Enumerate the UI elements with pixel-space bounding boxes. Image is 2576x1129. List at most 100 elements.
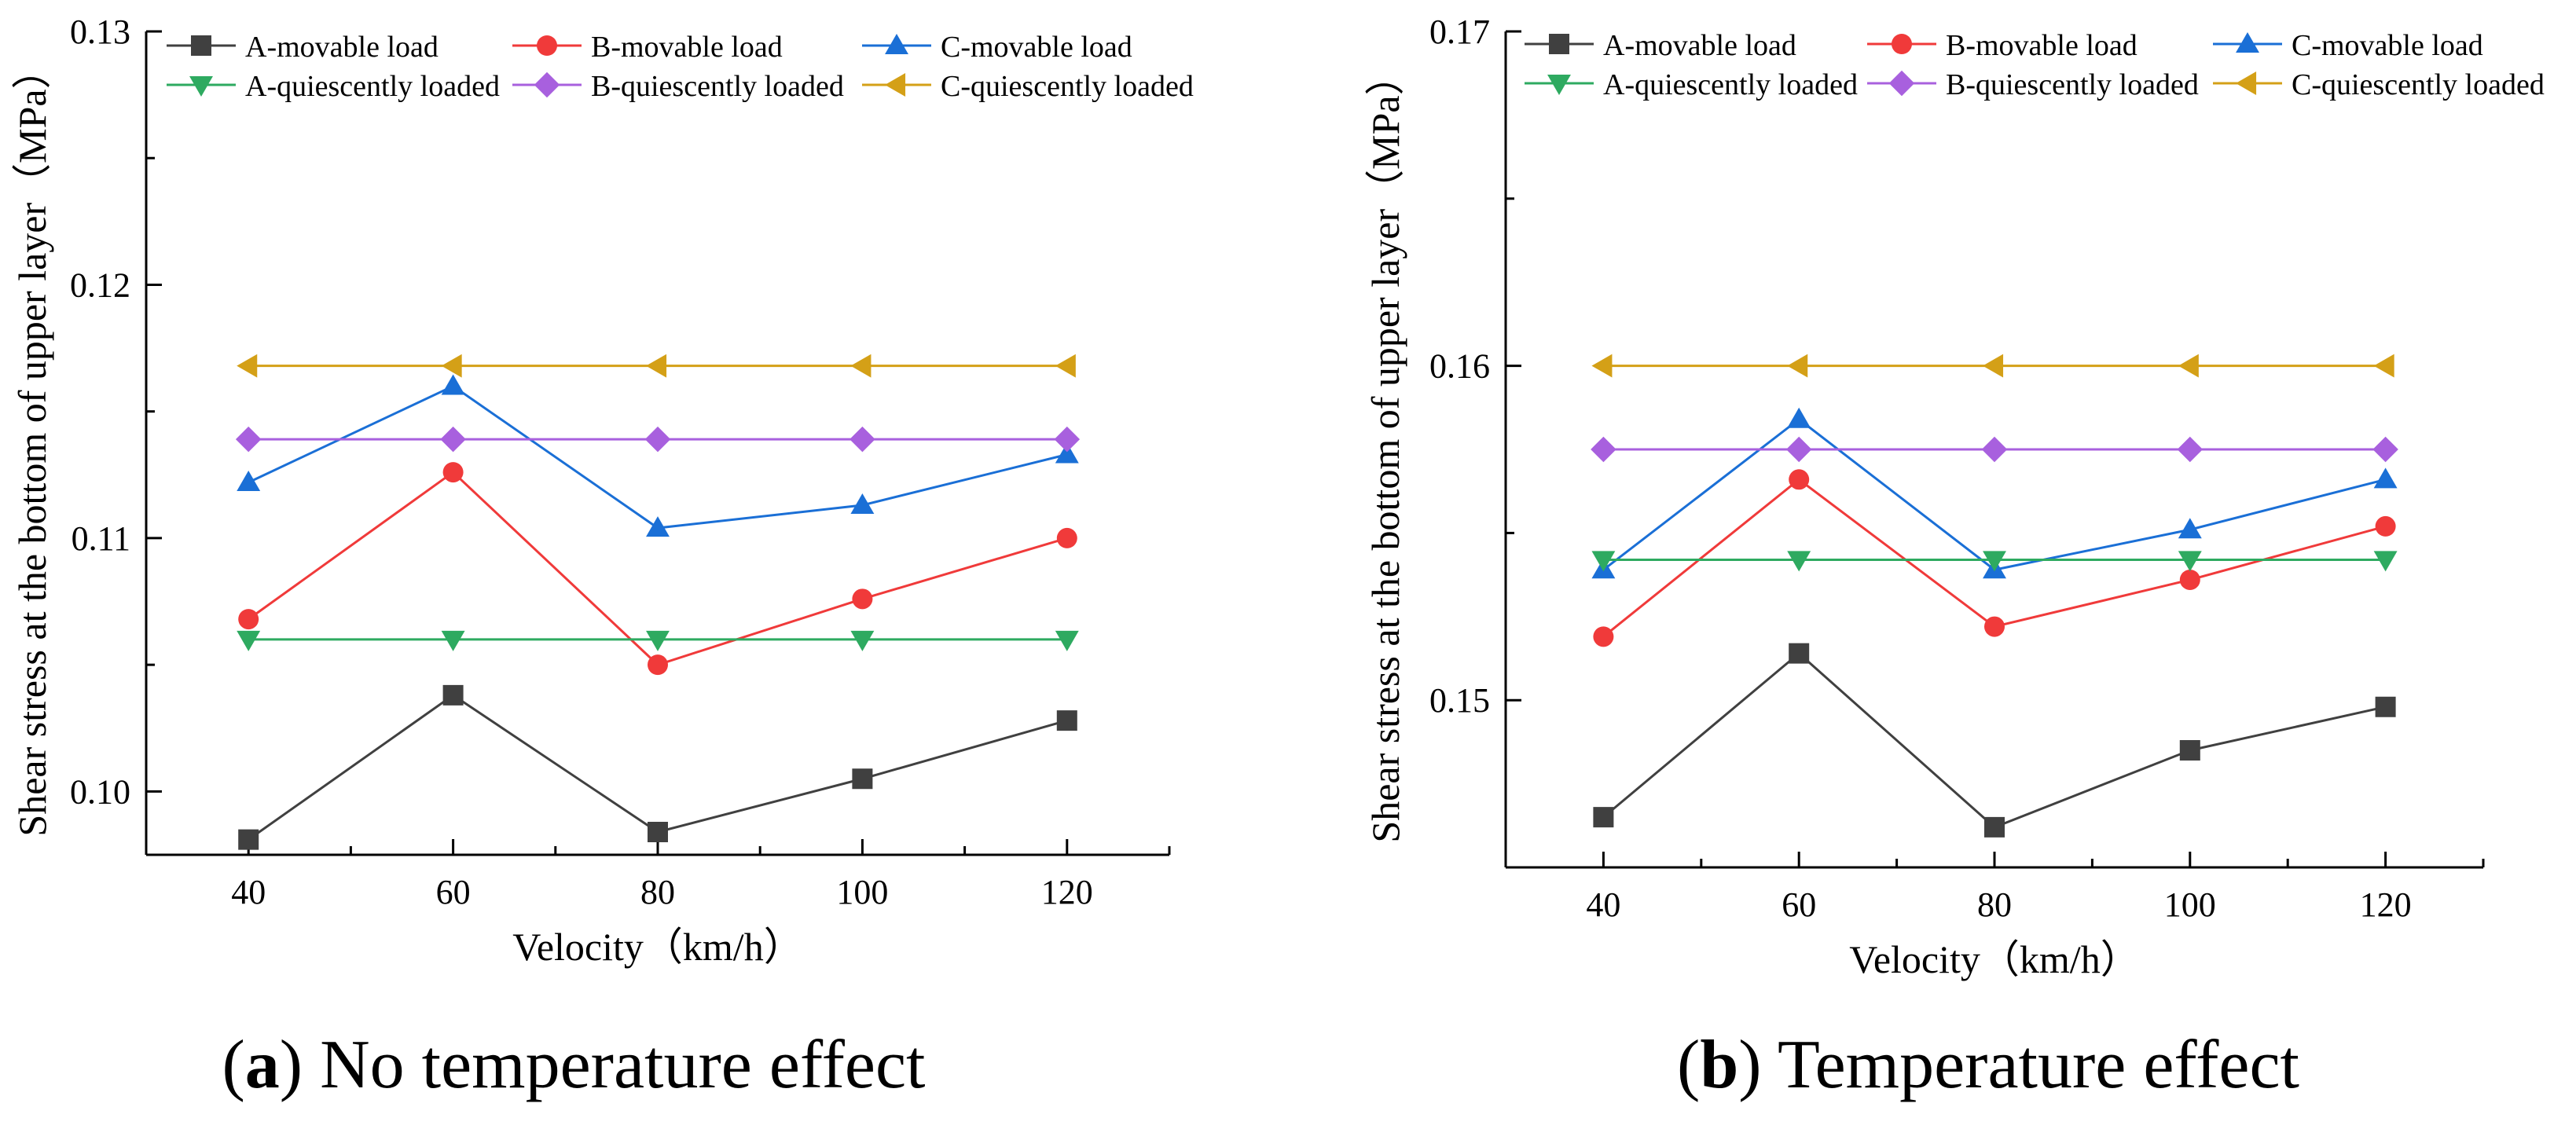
legend-entry: B-movable load bbox=[512, 31, 783, 64]
series-b-quiescently-loaded bbox=[235, 426, 1081, 453]
legend-marker bbox=[2236, 71, 2257, 95]
legend-entry: B-movable load bbox=[1867, 29, 2137, 62]
x-tick-label: 60 bbox=[1782, 885, 1816, 924]
data-point bbox=[850, 630, 875, 651]
data-point bbox=[1789, 643, 1810, 664]
legend-marker bbox=[534, 71, 560, 98]
legend-label: A-movable load bbox=[1603, 29, 1796, 62]
x-tick-label: 60 bbox=[436, 873, 471, 911]
legend-entry: C-movable load bbox=[2213, 29, 2483, 62]
series-b-movable-load bbox=[1593, 469, 2396, 647]
legend-label: C-quiescently loaded bbox=[2292, 68, 2545, 101]
data-point bbox=[440, 426, 466, 453]
legend-label: B-quiescently loaded bbox=[1946, 68, 2199, 101]
data-point bbox=[2179, 740, 2200, 761]
data-point bbox=[2375, 696, 2396, 717]
y-tick-label: 0.16 bbox=[1429, 347, 1490, 386]
y-tick-label: 0.10 bbox=[70, 772, 130, 811]
series-c-movable-load bbox=[237, 374, 1079, 537]
series-line bbox=[248, 384, 1068, 530]
data-point bbox=[646, 354, 667, 378]
series-b-movable-load bbox=[238, 462, 1077, 676]
data-point bbox=[1981, 436, 2008, 463]
series-c-quiescently-loaded bbox=[237, 354, 1076, 378]
legend-label: B-movable load bbox=[591, 31, 783, 64]
y-tick-label: 0.15 bbox=[1429, 681, 1490, 720]
legend-marker bbox=[191, 35, 211, 56]
data-point bbox=[2373, 467, 2398, 489]
data-point bbox=[1593, 807, 1614, 828]
legend-entry: C-quiescently loaded bbox=[2213, 68, 2545, 101]
data-point bbox=[237, 354, 258, 378]
data-point bbox=[1056, 527, 1077, 548]
legend-marker bbox=[1549, 34, 1569, 54]
series-a-quiescently-loaded bbox=[1591, 551, 2398, 572]
data-point bbox=[2179, 569, 2200, 590]
series-line bbox=[1602, 651, 2386, 829]
legend-entry: A-quiescently loaded bbox=[1525, 68, 1858, 101]
data-point bbox=[2373, 551, 2398, 572]
legend-entry: B-quiescently loaded bbox=[1867, 68, 2199, 101]
data-point bbox=[2178, 354, 2199, 378]
data-point bbox=[1984, 816, 2005, 838]
data-point bbox=[2373, 354, 2394, 378]
chart-panel-a: 0.10 0.11 0.12 0.13 40 60 80 100 120 Velocity（km/… bbox=[10, 13, 1194, 1103]
series-b-quiescently-loaded bbox=[1591, 436, 2398, 463]
data-point bbox=[850, 354, 872, 378]
data-point bbox=[1983, 551, 2006, 572]
data-point bbox=[648, 821, 668, 842]
data-point bbox=[1055, 354, 1076, 378]
data-point bbox=[1785, 436, 1812, 463]
chart-a-svg: 0.10 0.11 0.12 0.13 40 60 80 100 120 Velocity（km/… bbox=[10, 13, 1194, 969]
chart-panel-b: 0.15 0.16 0.17 40 60 80 100 120 Velocity（km/h） Sh… bbox=[1289, 0, 2576, 1129]
x-tick-label: 80 bbox=[640, 873, 675, 911]
data-point bbox=[1591, 551, 1616, 572]
legend-marker bbox=[885, 34, 908, 55]
x-tick-label: 120 bbox=[1041, 873, 1093, 911]
data-point bbox=[1789, 469, 1810, 490]
legend-marker bbox=[2236, 32, 2259, 53]
series-c-quiescently-loaded bbox=[1591, 354, 2394, 378]
data-point bbox=[1983, 354, 2004, 378]
series-line bbox=[248, 694, 1068, 841]
y-tick-label: 0.13 bbox=[70, 13, 130, 51]
y-tick-label: 0.12 bbox=[70, 266, 130, 304]
data-point bbox=[1591, 436, 1616, 463]
data-point bbox=[2178, 551, 2202, 572]
data-point bbox=[237, 630, 261, 651]
legend-entry: C-quiescently loaded bbox=[862, 70, 1194, 103]
data-point bbox=[646, 516, 670, 537]
data-point bbox=[2375, 515, 2396, 537]
x-axis-label: Velocity（km/h） bbox=[512, 925, 802, 969]
legend-label: A-quiescently loaded bbox=[1603, 68, 1858, 101]
legend-label: C-movable load bbox=[941, 31, 1132, 64]
data-point bbox=[441, 630, 465, 651]
data-point bbox=[1054, 426, 1081, 453]
legend-marker bbox=[1892, 34, 1912, 54]
series-a-quiescently-loaded bbox=[237, 630, 1079, 651]
x-tick-label: 100 bbox=[836, 873, 888, 911]
legend-entry: C-movable load bbox=[862, 31, 1132, 64]
data-point bbox=[1591, 354, 1613, 378]
data-point bbox=[1055, 442, 1079, 464]
legend-entry: A-movable load bbox=[167, 31, 439, 64]
y-axis-label: Shear stress at the bottom of upper laye… bbox=[1363, 56, 1407, 842]
legend-entry: A-movable load bbox=[1525, 29, 1796, 62]
y-tick-label: 0.17 bbox=[1429, 13, 1490, 51]
data-point bbox=[235, 426, 262, 453]
data-point bbox=[238, 829, 259, 850]
legend-marker bbox=[885, 73, 906, 97]
legend-label: B-quiescently loaded bbox=[591, 70, 844, 103]
legend-label: B-movable load bbox=[1946, 29, 2137, 62]
series-a-movable-load bbox=[1593, 643, 2396, 838]
data-point bbox=[2372, 436, 2398, 463]
x-tick-label: 100 bbox=[2164, 885, 2216, 924]
caption-a: (a) No temperature effect bbox=[222, 1027, 926, 1103]
legend-label: C-quiescently loaded bbox=[941, 70, 1194, 103]
legend-entry: A-quiescently loaded bbox=[167, 70, 500, 103]
data-point bbox=[2178, 518, 2202, 539]
x-axis-label: Velocity（km/h） bbox=[1849, 937, 2139, 981]
data-point bbox=[442, 684, 464, 706]
chart-b-svg: 0.15 0.16 0.17 40 60 80 100 120 Velocity（km/h） Sh… bbox=[1363, 13, 2545, 981]
y-tick-label: 0.11 bbox=[72, 519, 130, 558]
